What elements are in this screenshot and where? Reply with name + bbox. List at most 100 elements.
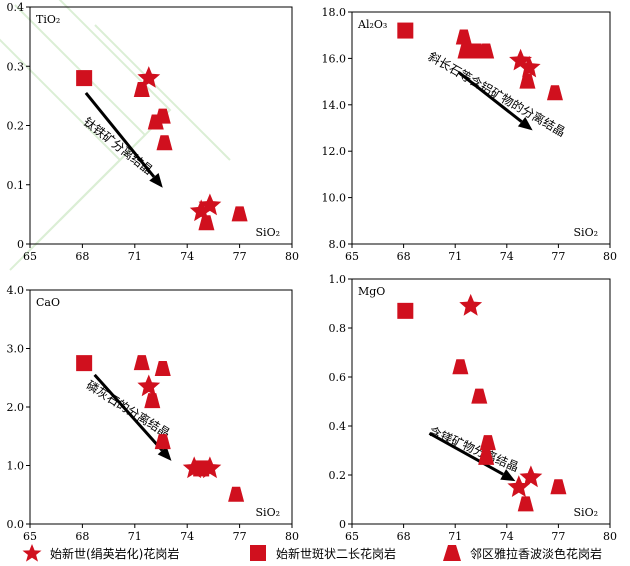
data-point-triangle [478, 43, 495, 59]
data-point-triangle [133, 81, 150, 97]
data-point-triangle [550, 479, 567, 495]
x-tick-label: 68 [75, 250, 89, 263]
data-point-triangle [479, 435, 496, 451]
y-tick-label: 10.0 [322, 192, 347, 205]
y-tick-label: 0 [339, 518, 346, 531]
data-point-triangle [546, 85, 563, 101]
data-point-square [193, 460, 210, 477]
chart-panel-4: 65 68 71 74 77 80 0 0.2 0.4 0.6 0.8 1.0 MgO SiO₂ 含镁矿物分… [329, 273, 618, 543]
data-point-triangle [154, 360, 171, 376]
legend-label-square: 始新世斑状二长花岗岩 [276, 546, 397, 561]
data-point-square [76, 70, 93, 87]
y-tick-label: 8.0 [329, 238, 347, 251]
trend-arrow-shaft [93, 373, 164, 452]
chart-panel-2: 65 68 71 74 77 80 8.0 10.0 12.0 14.0 16.0 18.0 Al₂O₃… [322, 6, 618, 263]
trend-arrow-head [149, 173, 163, 188]
x-tick-label: 68 [397, 250, 411, 263]
x-tick-label: 71 [448, 250, 462, 263]
watermark [0, 0, 231, 271]
y-axis-label: MgO [358, 285, 385, 298]
x-tick-label: 74 [500, 530, 514, 543]
trend-arrow-shaft [84, 91, 156, 178]
y-tick-label: 0 [17, 238, 24, 251]
data-point-square [397, 22, 414, 39]
x-tick-label: 74 [180, 530, 194, 543]
y-tick-label: 4.0 [7, 284, 25, 297]
x-axis-label: SiO₂ [256, 226, 280, 239]
x-tick-label: 74 [180, 250, 194, 263]
y-tick-label: 14.0 [322, 99, 347, 112]
plot-frame [351, 278, 611, 525]
x-tick-label: 65 [23, 250, 37, 263]
x-tick-label: 65 [23, 530, 37, 543]
data-point-triangle [478, 449, 495, 465]
trend-annotation: 钛铁矿分离结晶 [81, 114, 156, 178]
trend-arrow-shaft [457, 71, 523, 123]
y-tick-label: 0.1 [7, 179, 25, 192]
y-tick-label: 0.3 [7, 60, 25, 73]
legend-label-triangle: 邻区雅拉香波淡色花岗岩 [470, 546, 603, 561]
star-icon [22, 544, 42, 562]
x-axis-label: SiO₂ [256, 506, 280, 519]
y-tick-label: 0.8 [329, 322, 347, 335]
data-point-square [76, 355, 93, 372]
data-point-triangle [154, 434, 171, 450]
square-icon [250, 545, 266, 561]
data-point-triangle [144, 393, 161, 409]
y-tick-label: 2.0 [7, 401, 25, 414]
x-axis-label: SiO₂ [574, 506, 598, 519]
x-tick-label: 71 [128, 250, 142, 263]
x-tick-label: 77 [551, 250, 565, 263]
data-point-triangle [452, 359, 469, 375]
trend-arrow-head [157, 446, 172, 461]
trapezoid-icon [443, 545, 461, 561]
data-point-triangle [517, 496, 534, 512]
trend-annotation: 斜长石等含铝矿物的分离结晶 [426, 48, 569, 139]
x-tick-label: 71 [448, 530, 462, 543]
legend-item-triangle: 邻区雅拉香波淡色花岗岩 [440, 543, 602, 563]
chart-panel-3: 65 68 71 74 77 80 0.0 1.0 2.0 3.0 4.0 CaO SiO₂ 磷灰石的分离… [7, 284, 300, 543]
x-tick-label: 77 [551, 530, 565, 543]
plot-frame [351, 11, 611, 245]
data-point-triangle [156, 135, 173, 151]
data-point-star [459, 293, 483, 316]
x-tick-label: 65 [345, 530, 359, 543]
y-tick-label: 0.4 [7, 1, 25, 14]
y-axis-label: TiO₂ [36, 13, 60, 26]
data-point-triangle [228, 486, 245, 502]
y-tick-label: 3.0 [7, 343, 25, 356]
legend-item-star: 始新世(绢英岩化)花岗岩 [20, 543, 179, 563]
y-tick-label: 12.0 [322, 145, 347, 158]
x-tick-label: 68 [75, 530, 89, 543]
data-point-star [198, 193, 222, 216]
legend: 始新世(绢英岩化)花岗岩 始新世斑状二长花岗岩 邻区雅拉香波淡色花岗岩 [0, 540, 630, 566]
trend-arrow-shaft [428, 432, 504, 476]
data-point-triangle [133, 355, 150, 371]
x-tick-label: 65 [345, 250, 359, 263]
y-tick-label: 1.0 [7, 460, 25, 473]
y-tick-label: 0.0 [7, 518, 25, 531]
y-tick-label: 1.0 [329, 273, 347, 286]
legend-label-star: 始新世(绢英岩化)花岗岩 [50, 546, 180, 561]
trend-arrow-head [500, 469, 516, 482]
data-point-triangle [231, 206, 248, 222]
y-axis-label: CaO [36, 296, 60, 309]
x-tick-label: 77 [233, 250, 247, 263]
x-tick-label: 80 [285, 530, 299, 543]
y-tick-label: 0.2 [329, 469, 347, 482]
x-tick-label: 74 [500, 250, 514, 263]
x-tick-label: 71 [128, 530, 142, 543]
x-axis-label: SiO₂ [574, 226, 598, 239]
trend-arrow-head [517, 116, 533, 131]
trend-annotation: 磷灰石的分离结晶 [84, 377, 173, 441]
y-tick-label: 0.6 [329, 371, 347, 384]
x-tick-label: 80 [603, 250, 617, 263]
x-tick-label: 80 [285, 250, 299, 263]
data-point-triangle [198, 215, 215, 231]
x-tick-label: 68 [397, 530, 411, 543]
data-point-star [137, 374, 161, 397]
y-tick-label: 0.4 [329, 420, 347, 433]
data-point-triangle [519, 73, 536, 89]
trend-annotation: 含镁矿物分离结晶 [427, 423, 521, 474]
